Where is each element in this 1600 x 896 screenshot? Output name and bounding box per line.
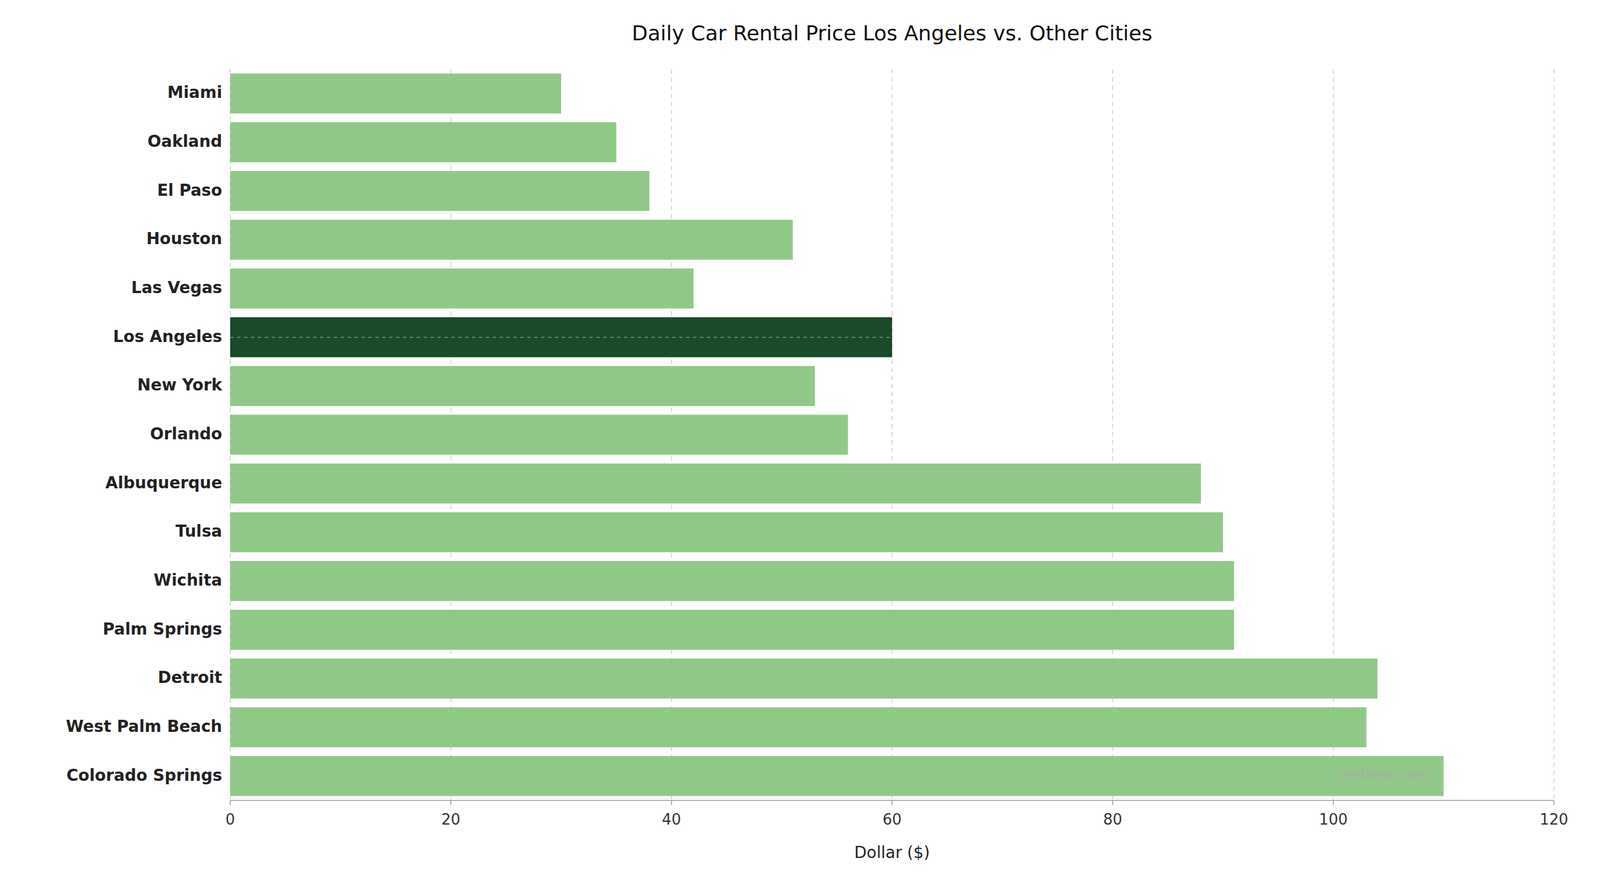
tick-mark — [450, 800, 452, 805]
tick-label: 80 — [1103, 810, 1123, 828]
tick-label: 60 — [882, 810, 902, 828]
tick-mark — [1112, 800, 1114, 805]
category-label: Miami — [167, 82, 223, 102]
tick-label: 20 — [441, 810, 461, 828]
bar — [230, 755, 1444, 796]
bar — [230, 366, 815, 406]
category-label: Houston — [146, 229, 223, 249]
axis-label: Dollar ($) — [854, 842, 930, 862]
y-axis: Colorado Springs West Palm Beach Detroit Pa… — [65, 82, 223, 784]
bar — [230, 414, 848, 455]
bars — [230, 73, 1444, 796]
grid-line — [1553, 69, 1555, 800]
bar — [230, 609, 1234, 650]
tick-label: 40 — [661, 810, 681, 828]
tick-label: 100 — [1319, 810, 1348, 828]
bar — [230, 658, 1378, 699]
tick-mark — [1553, 800, 1555, 805]
bar — [230, 463, 1202, 504]
tick-mark — [671, 800, 673, 805]
category-label: Wichita — [153, 570, 223, 590]
tick-mark — [229, 800, 231, 805]
category-label: West Palm Beach — [65, 716, 223, 736]
title: Daily Car Rental Price Los Angeles vs. O… — [631, 21, 1153, 45]
category-label: Las Vegas — [131, 277, 223, 297]
bar — [230, 706, 1367, 747]
category-label: Detroit — [157, 667, 223, 687]
watermark: rentalero.com — [1339, 766, 1429, 782]
bar — [230, 317, 893, 357]
tick-label: 120 — [1539, 810, 1569, 828]
highlight-dash — [230, 336, 893, 338]
category-label: Orlando — [150, 424, 223, 444]
bar — [230, 512, 1224, 552]
x-axis: 0 20 40 60 80 100 120 — [225, 800, 1569, 828]
category-label: Oakland — [147, 131, 223, 151]
category-label: Tulsa — [175, 521, 223, 541]
grid — [230, 69, 1554, 800]
category-label: New York — [137, 375, 224, 395]
category-label: Albuquerque — [105, 473, 223, 493]
tick-label: 0 — [225, 810, 236, 828]
category-label: Palm Springs — [103, 619, 223, 639]
category-label: Los Angeles — [113, 326, 223, 346]
bar — [230, 170, 650, 211]
category-label: El Paso — [157, 180, 223, 200]
tick-mark — [1332, 800, 1335, 805]
chart: 0 20 40 60 80 100 120 Dollar ($) Colorado Spring… — [0, 0, 1600, 896]
category-label: Colorado Springs — [66, 765, 223, 785]
bar — [230, 560, 1234, 601]
bar — [230, 268, 694, 308]
bar — [230, 122, 617, 162]
bar — [230, 219, 794, 260]
bar — [230, 73, 562, 114]
tick-mark — [891, 800, 893, 805]
background — [0, 0, 1600, 896]
